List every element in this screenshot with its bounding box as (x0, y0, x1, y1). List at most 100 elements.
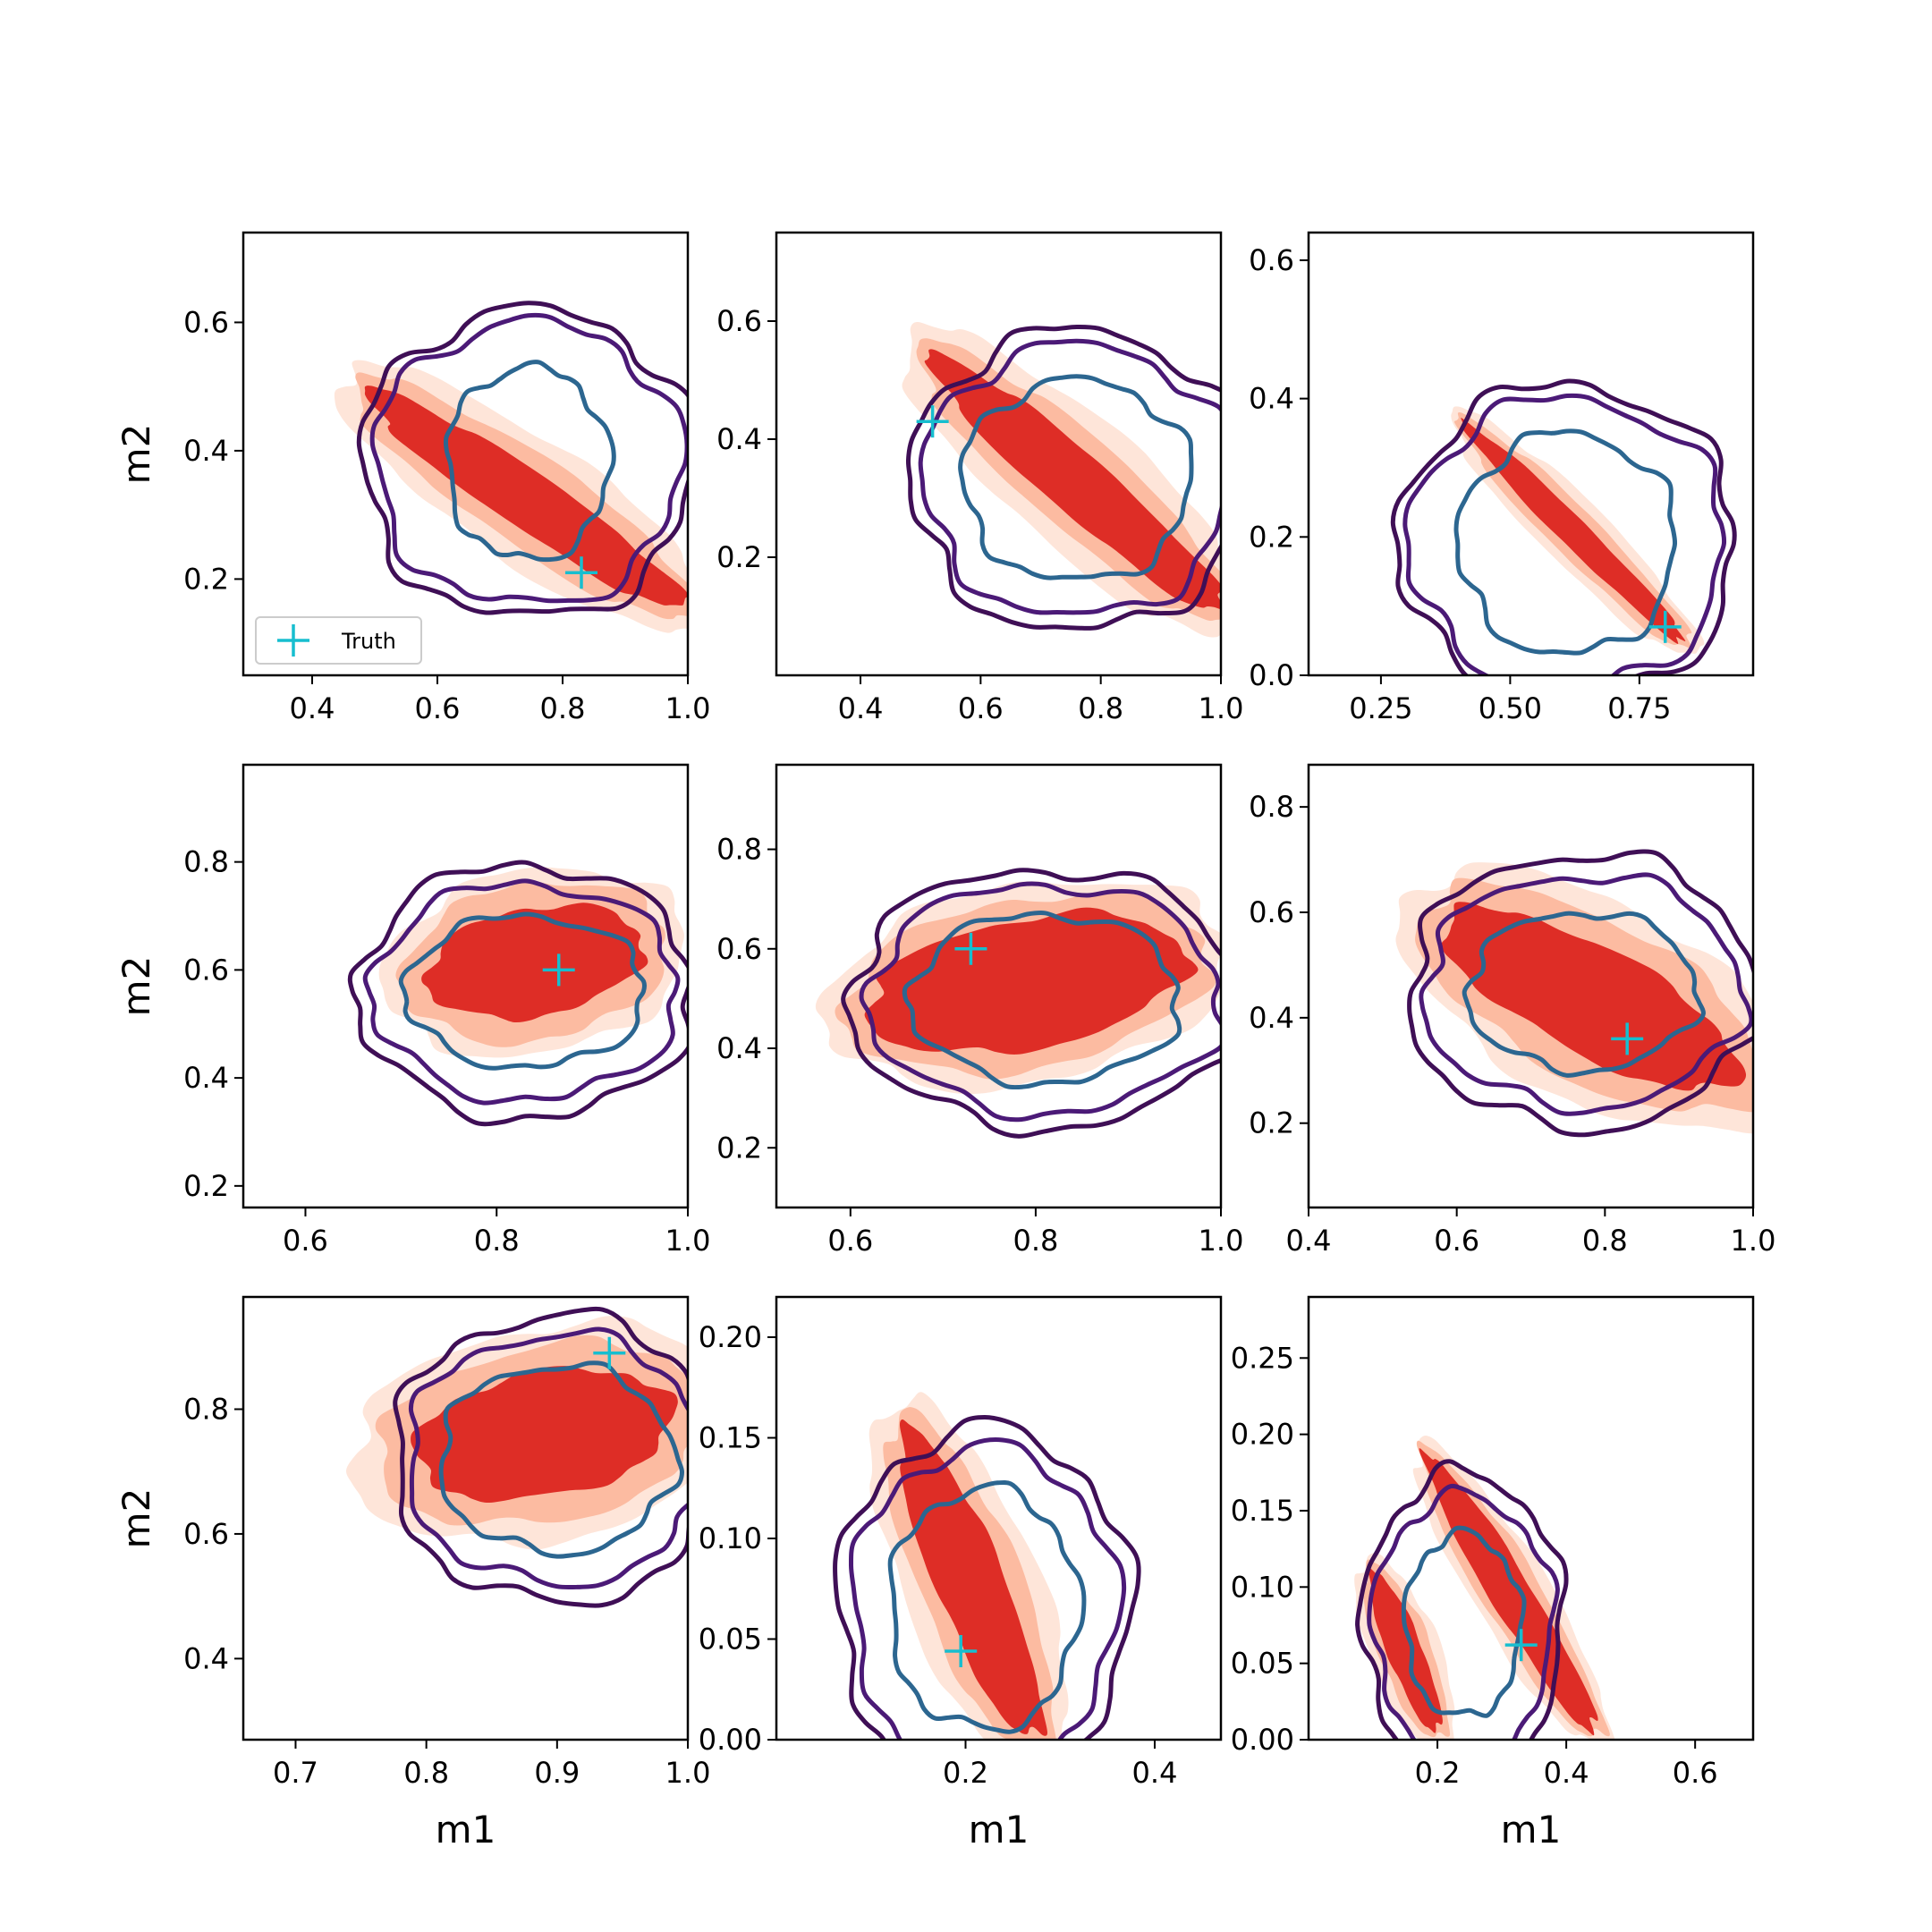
plot-area (347, 860, 688, 1127)
x-axis-label: m1 (969, 1808, 1030, 1852)
legend-box (255, 616, 422, 665)
x-tick-label: 1.0 (665, 1756, 711, 1790)
y-tick-label: 0.8 (183, 1392, 229, 1426)
filled-density-level-3 (899, 1419, 1048, 1736)
x-tick-label: 0.8 (540, 691, 586, 725)
plot-area (346, 1306, 688, 1608)
truth-marker (916, 405, 949, 438)
axes-frame (242, 231, 690, 677)
y-tick-label: 0.15 (699, 1421, 762, 1455)
y-axis-label: m2 (114, 1488, 158, 1549)
y-tick-label: 0.2 (1249, 520, 1294, 554)
contour-line-2 (1367, 1483, 1560, 1740)
y-tick-label: 0.10 (1231, 1570, 1294, 1604)
plot-area (902, 321, 1221, 638)
axes-frame (242, 1295, 690, 1741)
panel-row1-col1: 0.4 0.6 0.8 1.0 0.2 0.4 0.6 m2 Truth (114, 231, 711, 725)
y-tick-label: 0.0 (1249, 658, 1294, 692)
contour-line-3 (832, 1414, 1141, 1740)
contour-line-2 (1419, 872, 1753, 1116)
x-tick-label: 0.4 (1132, 1756, 1178, 1790)
contour-line-3 (393, 1306, 688, 1608)
y-axis-label: m2 (114, 956, 158, 1017)
plot-area (1390, 378, 1737, 675)
x-tick-label: 0.9 (534, 1756, 580, 1790)
y-tick-label: 0.4 (183, 1641, 229, 1675)
y-tick-label: 0.8 (1249, 790, 1294, 824)
legend: Truth (255, 616, 422, 665)
x-tick-label: 0.7 (273, 1756, 318, 1790)
truth-marker (565, 556, 597, 589)
plot-area (1354, 1435, 1615, 1740)
truth-marker (593, 1336, 626, 1369)
x-tick-label: 0.75 (1607, 691, 1671, 725)
y-tick-label: 0.6 (716, 304, 762, 338)
x-axis-label: m1 (436, 1808, 496, 1852)
legend-label: Truth (341, 629, 396, 654)
x-tick-label: 0.8 (1078, 691, 1123, 725)
axes-frame (775, 1295, 1223, 1741)
axes-frame (242, 763, 690, 1209)
y-tick-label: 0.20 (1231, 1418, 1294, 1452)
y-tick-label: 0.2 (183, 562, 229, 596)
axes-frame (1307, 231, 1755, 677)
axes-frame (775, 231, 1223, 677)
y-tick-label: 0.4 (183, 434, 229, 468)
x-tick-label: 0.6 (415, 691, 461, 725)
y-tick-label: 0.4 (716, 1031, 762, 1065)
contour-line-3 (1407, 849, 1753, 1138)
x-tick-label: 0.6 (1434, 1224, 1479, 1258)
contour-line-3 (347, 860, 688, 1127)
x-tick-label: 0.8 (1013, 1224, 1058, 1258)
contour-line-1 (1462, 911, 1706, 1078)
legend-marker (277, 624, 309, 657)
plot-area (334, 301, 688, 633)
y-tick-label: 0.4 (1249, 1001, 1294, 1035)
y-tick-label: 0.4 (716, 422, 762, 456)
contour-line-1 (438, 1360, 685, 1559)
y-axis-label: m2 (114, 424, 158, 485)
panel-row3-col2: 0.2 0.4 0.00 0.05 0.10 0.15 0.20 m1 (699, 1295, 1223, 1852)
y-tick-label: 0.10 (699, 1521, 762, 1555)
y-tick-label: 0.4 (1249, 382, 1294, 416)
y-tick-label: 0.4 (183, 1061, 229, 1095)
x-tick-label: 1.0 (1199, 1224, 1244, 1258)
contour-line-2 (1402, 393, 1727, 675)
x-tick-label: 0.6 (1673, 1756, 1718, 1790)
plot-area (815, 868, 1221, 1139)
y-tick-label: 0.20 (699, 1320, 762, 1354)
contour-line-1 (1401, 1525, 1527, 1718)
panel-row3-col3: 0.2 0.4 0.6 0.00 0.05 0.10 0.15 0.20 0.25 m1 (1231, 1295, 1755, 1852)
axes-frame (1307, 1295, 1755, 1741)
y-tick-label: 0.6 (183, 1517, 229, 1551)
y-tick-label: 0.00 (699, 1723, 762, 1757)
contour-line-3 (1390, 378, 1737, 675)
filled-density-level-3 (1441, 902, 1747, 1091)
x-axis-label: m1 (1501, 1808, 1562, 1852)
x-tick-label: 0.6 (958, 691, 1004, 725)
contour-line-2 (859, 881, 1221, 1123)
filled-density-level-3 (924, 349, 1221, 610)
y-tick-label: 0.6 (1249, 895, 1294, 929)
panel-row2-col1: 0.6 0.8 1.0 0.2 0.4 0.6 0.8 m2 (114, 763, 711, 1258)
x-tick-label: 1.0 (665, 1224, 711, 1258)
y-tick-label: 0.15 (1231, 1494, 1294, 1528)
y-tick-label: 0.05 (1231, 1647, 1294, 1681)
y-tick-label: 0.8 (183, 845, 229, 879)
axes-frame (775, 763, 1223, 1209)
plot-area (832, 1392, 1141, 1740)
contour-line-1 (398, 911, 648, 1071)
truth-marker (1648, 610, 1682, 643)
x-tick-label: 0.4 (1544, 1756, 1589, 1790)
x-tick-label: 0.2 (1415, 1756, 1461, 1790)
contour-line-2 (408, 1326, 688, 1590)
x-tick-label: 0.2 (943, 1756, 988, 1790)
x-tick-label: 1.0 (665, 691, 711, 725)
x-tick-label: 0.4 (838, 691, 884, 725)
x-tick-label: 0.4 (1286, 1224, 1332, 1258)
truth-marker (542, 953, 575, 987)
x-tick-label: 0.50 (1479, 691, 1542, 725)
panel-row1-col3: 0.25 0.50 0.75 0.0 0.2 0.4 0.6 (1249, 231, 1755, 725)
y-tick-label: 0.2 (1249, 1106, 1294, 1140)
